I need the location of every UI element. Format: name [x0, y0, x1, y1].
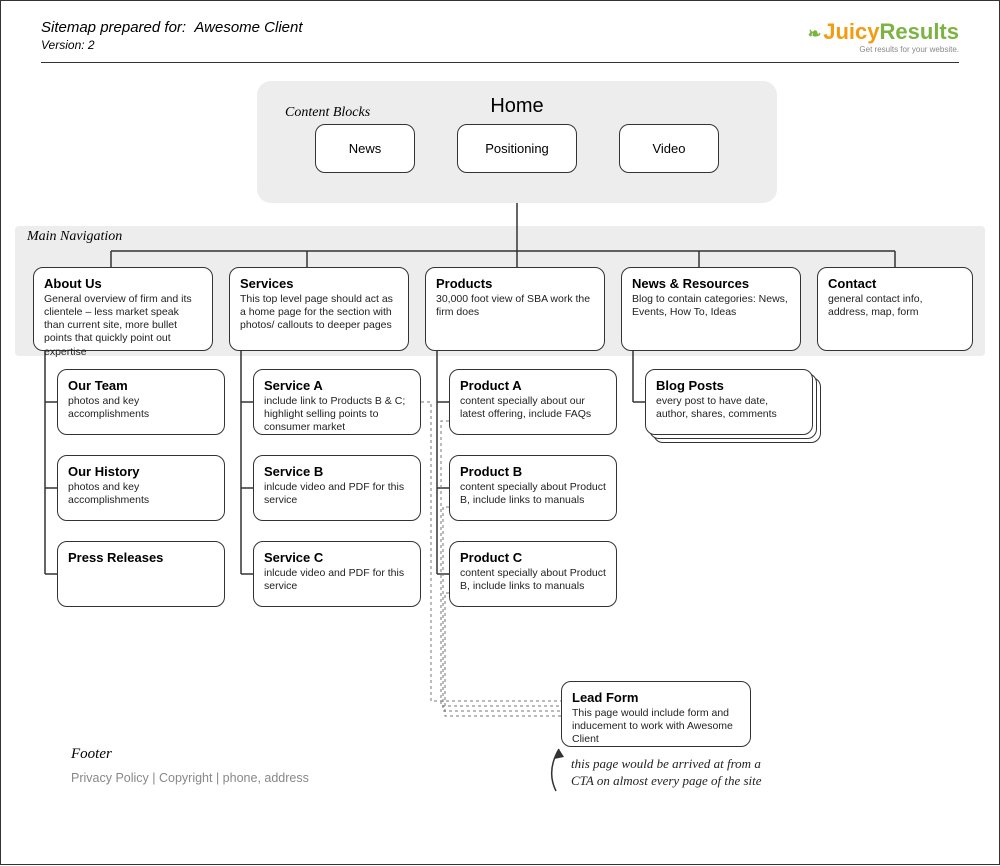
node-contact: Contact general contact info, address, m…: [817, 267, 973, 351]
page-header: Sitemap prepared for: Awesome Client Ver…: [41, 19, 959, 63]
node-our-team: Our Team photos and key accomplishments: [57, 369, 225, 435]
lead-title: Lead Form: [572, 690, 740, 705]
node-our-history: Our History photos and key accomplishmen…: [57, 455, 225, 521]
logo-tagline: Get results for your website.: [808, 45, 959, 54]
node-service-b: Service B inlcude video and PDF for this…: [253, 455, 421, 521]
node-services: Services This top level page should act …: [229, 267, 409, 351]
pc-title: Product C: [460, 550, 606, 565]
node-lead-form: Lead Form This page would include form a…: [561, 681, 751, 747]
footer-items: Privacy Policy | Copyright | phone, addr…: [71, 771, 309, 785]
team-desc: photos and key accomplishments: [68, 395, 214, 421]
node-blog-posts: Blog Posts every post to have date, auth…: [645, 369, 813, 435]
pa-desc: content specially about our latest offer…: [460, 395, 606, 421]
version-label: Version: 2: [41, 38, 303, 52]
sb-desc: inlcude video and PDF for this service: [264, 481, 410, 507]
node-product-b: Product B content specially about Produc…: [449, 455, 617, 521]
node-press-releases: Press Releases: [57, 541, 225, 607]
content-blocks-label: Content Blocks: [285, 105, 370, 121]
leaf-icon: ❧: [808, 26, 821, 43]
sc-title: Service C: [264, 550, 410, 565]
home-section: Content Blocks Home News Positioning Vid…: [257, 81, 777, 203]
header-title: Sitemap prepared for: Awesome Client: [41, 19, 303, 36]
client-name: Awesome Client: [194, 19, 302, 36]
about-desc: General overview of firm and its cliente…: [44, 293, 202, 359]
press-title: Press Releases: [68, 550, 214, 565]
home-box-news: News: [315, 124, 415, 173]
lead-desc: This page would include form and inducem…: [572, 707, 740, 746]
services-desc: This top level page should act as a home…: [240, 293, 398, 332]
node-product-a: Product A content specially about our la…: [449, 369, 617, 435]
node-products: Products 30,000 foot view of SBA work th…: [425, 267, 605, 351]
logo: ❧JuicyResults Get results for your websi…: [808, 19, 959, 54]
blog-desc: every post to have date, author, shares,…: [656, 395, 802, 421]
pb-title: Product B: [460, 464, 606, 479]
contact-desc: general contact info, address, map, form: [828, 293, 962, 319]
services-title: Services: [240, 276, 398, 291]
home-boxes: News Positioning Video: [277, 124, 757, 173]
contact-title: Contact: [828, 276, 962, 291]
footer-label: Footer: [71, 746, 112, 763]
pc-desc: content specially about Product B, inclu…: [460, 567, 606, 593]
logo-text: ❧JuicyResults: [808, 19, 959, 45]
node-service-c: Service C inlcude video and PDF for this…: [253, 541, 421, 607]
history-desc: photos and key accomplishments: [68, 481, 214, 507]
sb-title: Service B: [264, 464, 410, 479]
news-desc: Blog to contain categories: News, Events…: [632, 293, 790, 319]
home-box-video: Video: [619, 124, 719, 173]
node-news: News & Resources Blog to contain categor…: [621, 267, 801, 351]
sa-title: Service A: [264, 378, 410, 393]
node-product-c: Product C content specially about Produc…: [449, 541, 617, 607]
node-about-us: About Us General overview of firm and it…: [33, 267, 213, 351]
about-title: About Us: [44, 276, 202, 291]
header-left: Sitemap prepared for: Awesome Client Ver…: [41, 19, 303, 52]
sa-desc: include link to Products B & C; highligh…: [264, 395, 410, 434]
sc-desc: inlcude video and PDF for this service: [264, 567, 410, 593]
logo-part1: Juicy: [823, 19, 879, 44]
lead-annotation: this page would be arrived at from a CTA…: [571, 756, 771, 790]
history-title: Our History: [68, 464, 214, 479]
main-nav-label: Main Navigation: [27, 229, 122, 245]
team-title: Our Team: [68, 378, 214, 393]
blog-title: Blog Posts: [656, 378, 802, 393]
home-box-positioning: Positioning: [457, 124, 577, 173]
pb-desc: content specially about Product B, inclu…: [460, 481, 606, 507]
pa-title: Product A: [460, 378, 606, 393]
products-desc: 30,000 foot view of SBA work the firm do…: [436, 293, 594, 319]
title-prefix: Sitemap prepared for:: [41, 19, 186, 36]
logo-part2: Results: [880, 19, 959, 44]
products-title: Products: [436, 276, 594, 291]
node-service-a: Service A include link to Products B & C…: [253, 369, 421, 435]
news-title: News & Resources: [632, 276, 790, 291]
